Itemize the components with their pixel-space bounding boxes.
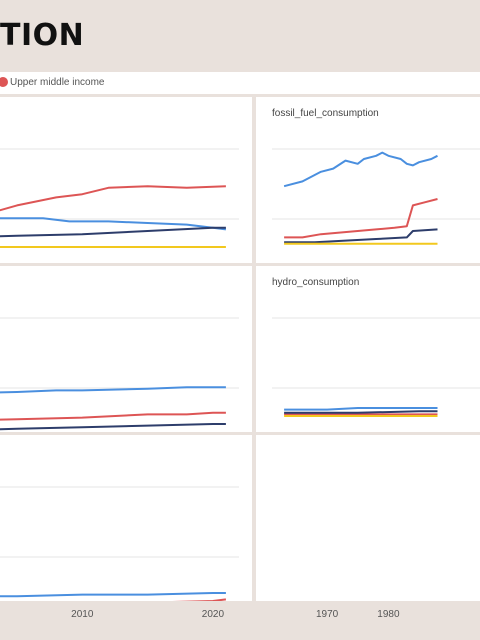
series-line-1[interactable]: [0, 592, 226, 598]
series-line-2[interactable]: [0, 185, 226, 223]
series-line-1[interactable]: [0, 217, 227, 231]
chart-3-plot: [0, 317, 239, 432]
series-line-1[interactable]: [283, 151, 438, 188]
series-line-3[interactable]: [284, 410, 438, 414]
chart-1-plot: [0, 148, 239, 248]
x-tick-label: 2010: [71, 609, 94, 620]
legend: Upper middle income: [0, 72, 480, 94]
series-line-3[interactable]: [284, 228, 438, 244]
series-line-2[interactable]: [284, 198, 438, 239]
x-tick-label: 1980: [377, 609, 400, 620]
chart-panel-hydro-consumption: hydro_consumption: [256, 266, 480, 432]
series-line-1[interactable]: [0, 386, 226, 397]
series-line-3[interactable]: [0, 423, 226, 432]
chart-6-plot: [256, 435, 480, 601]
bottom-strip: [0, 627, 480, 640]
x-tick-label: 1970: [316, 609, 339, 620]
chart-title-fossil-fuel-consumption: fossil_fuel_consumption: [272, 108, 379, 119]
series-line-3[interactable]: [0, 226, 226, 239]
chart-panel-6: [256, 435, 480, 601]
series-line-2[interactable]: [0, 411, 226, 423]
chart-panel-3: [0, 266, 252, 432]
series-line-1[interactable]: [284, 407, 438, 411]
chart-title-hydro-consumption: hydro_consumption: [272, 277, 360, 288]
chart-panel-fossil-fuel-consumption: fossil_fuel_consumption: [256, 97, 480, 263]
chart-5-plot: [0, 486, 239, 601]
chart-panel-1: [0, 97, 252, 263]
chart-panel-5: [0, 435, 252, 601]
legend-label-upper-middle-income[interactable]: Upper middle income: [10, 77, 105, 88]
x-axis-strip: 20002010202019701980: [71, 609, 400, 620]
legend-marker-upper-middle-income[interactable]: [0, 77, 8, 87]
chart-2-plot: [272, 148, 480, 245]
page-title: TION: [0, 18, 85, 53]
chart-4-plot: [272, 317, 480, 417]
x-tick-label: 2020: [202, 609, 225, 620]
